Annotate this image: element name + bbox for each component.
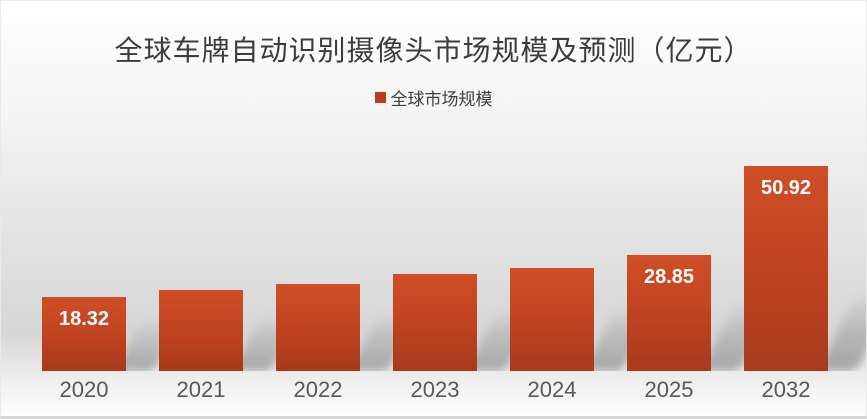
bar-2032: 50.92 (744, 166, 828, 371)
bar-2023 (393, 274, 477, 371)
x-axis-label-2021: 2021 (176, 377, 226, 402)
bar-2022 (276, 284, 360, 371)
bar-2021 (159, 290, 243, 371)
bar-value-label-2025: 28.85 (643, 266, 695, 288)
plot-area: 18.32 28.85 50.92 (1, 111, 866, 371)
bar-2025: 28.85 (627, 255, 711, 371)
legend-label: 全球市场规模 (390, 90, 493, 109)
chart-title: 全球车牌自动识别摄像头市场规模及预测（亿元） (114, 36, 753, 67)
x-axis-label-2025: 2025 (644, 377, 694, 402)
legend: 全球市场规模 (1, 85, 866, 110)
bar-value-label-2032: 50.92 (760, 177, 812, 199)
bar-2024 (510, 268, 594, 371)
x-axis-label-2032: 2032 (761, 377, 811, 402)
x-axis-labels: 2020 2021 2022 2023 2024 2025 2032 (1, 377, 866, 407)
x-axis-label-2023: 2023 (410, 377, 460, 402)
x-axis-label-2020: 2020 (59, 377, 109, 402)
x-axis-label-2022: 2022 (293, 377, 343, 402)
bar-value-label-2020: 18.32 (58, 308, 110, 330)
x-axis-label-2024: 2024 (527, 377, 577, 402)
legend-marker-icon (374, 92, 386, 103)
bar-2020: 18.32 (42, 297, 126, 371)
